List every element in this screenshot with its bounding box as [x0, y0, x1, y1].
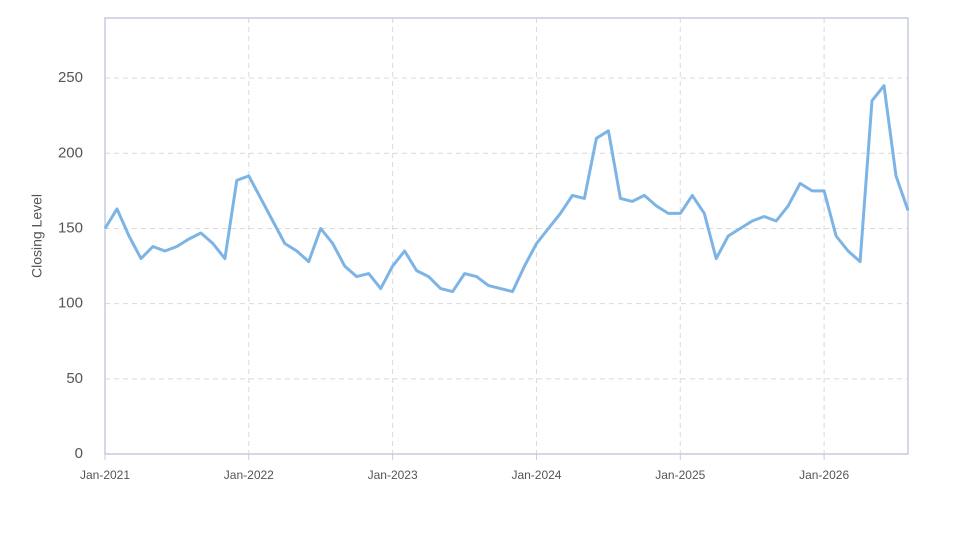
y-tick-label: 100 — [58, 295, 83, 312]
y-tick-label: 250 — [58, 69, 83, 86]
x-tick-label: Jan-2023 — [368, 468, 418, 482]
x-tick-label: Jan-2026 — [799, 468, 849, 482]
x-tick-label: Jan-2024 — [511, 468, 561, 482]
x-tick-label: Jan-2025 — [655, 468, 705, 482]
y-axis-label: Closing Level — [29, 194, 45, 278]
plot-border — [104, 17, 909, 455]
y-tick-label: 50 — [66, 370, 83, 387]
y-tick-label: 150 — [58, 219, 83, 236]
x-tick-label: Jan-2022 — [224, 468, 274, 482]
line-series — [103, 84, 910, 294]
y-tick-label: 0 — [75, 445, 83, 462]
x-tick-label: Jan-2021 — [80, 468, 130, 482]
y-tick-label: 200 — [58, 144, 83, 161]
